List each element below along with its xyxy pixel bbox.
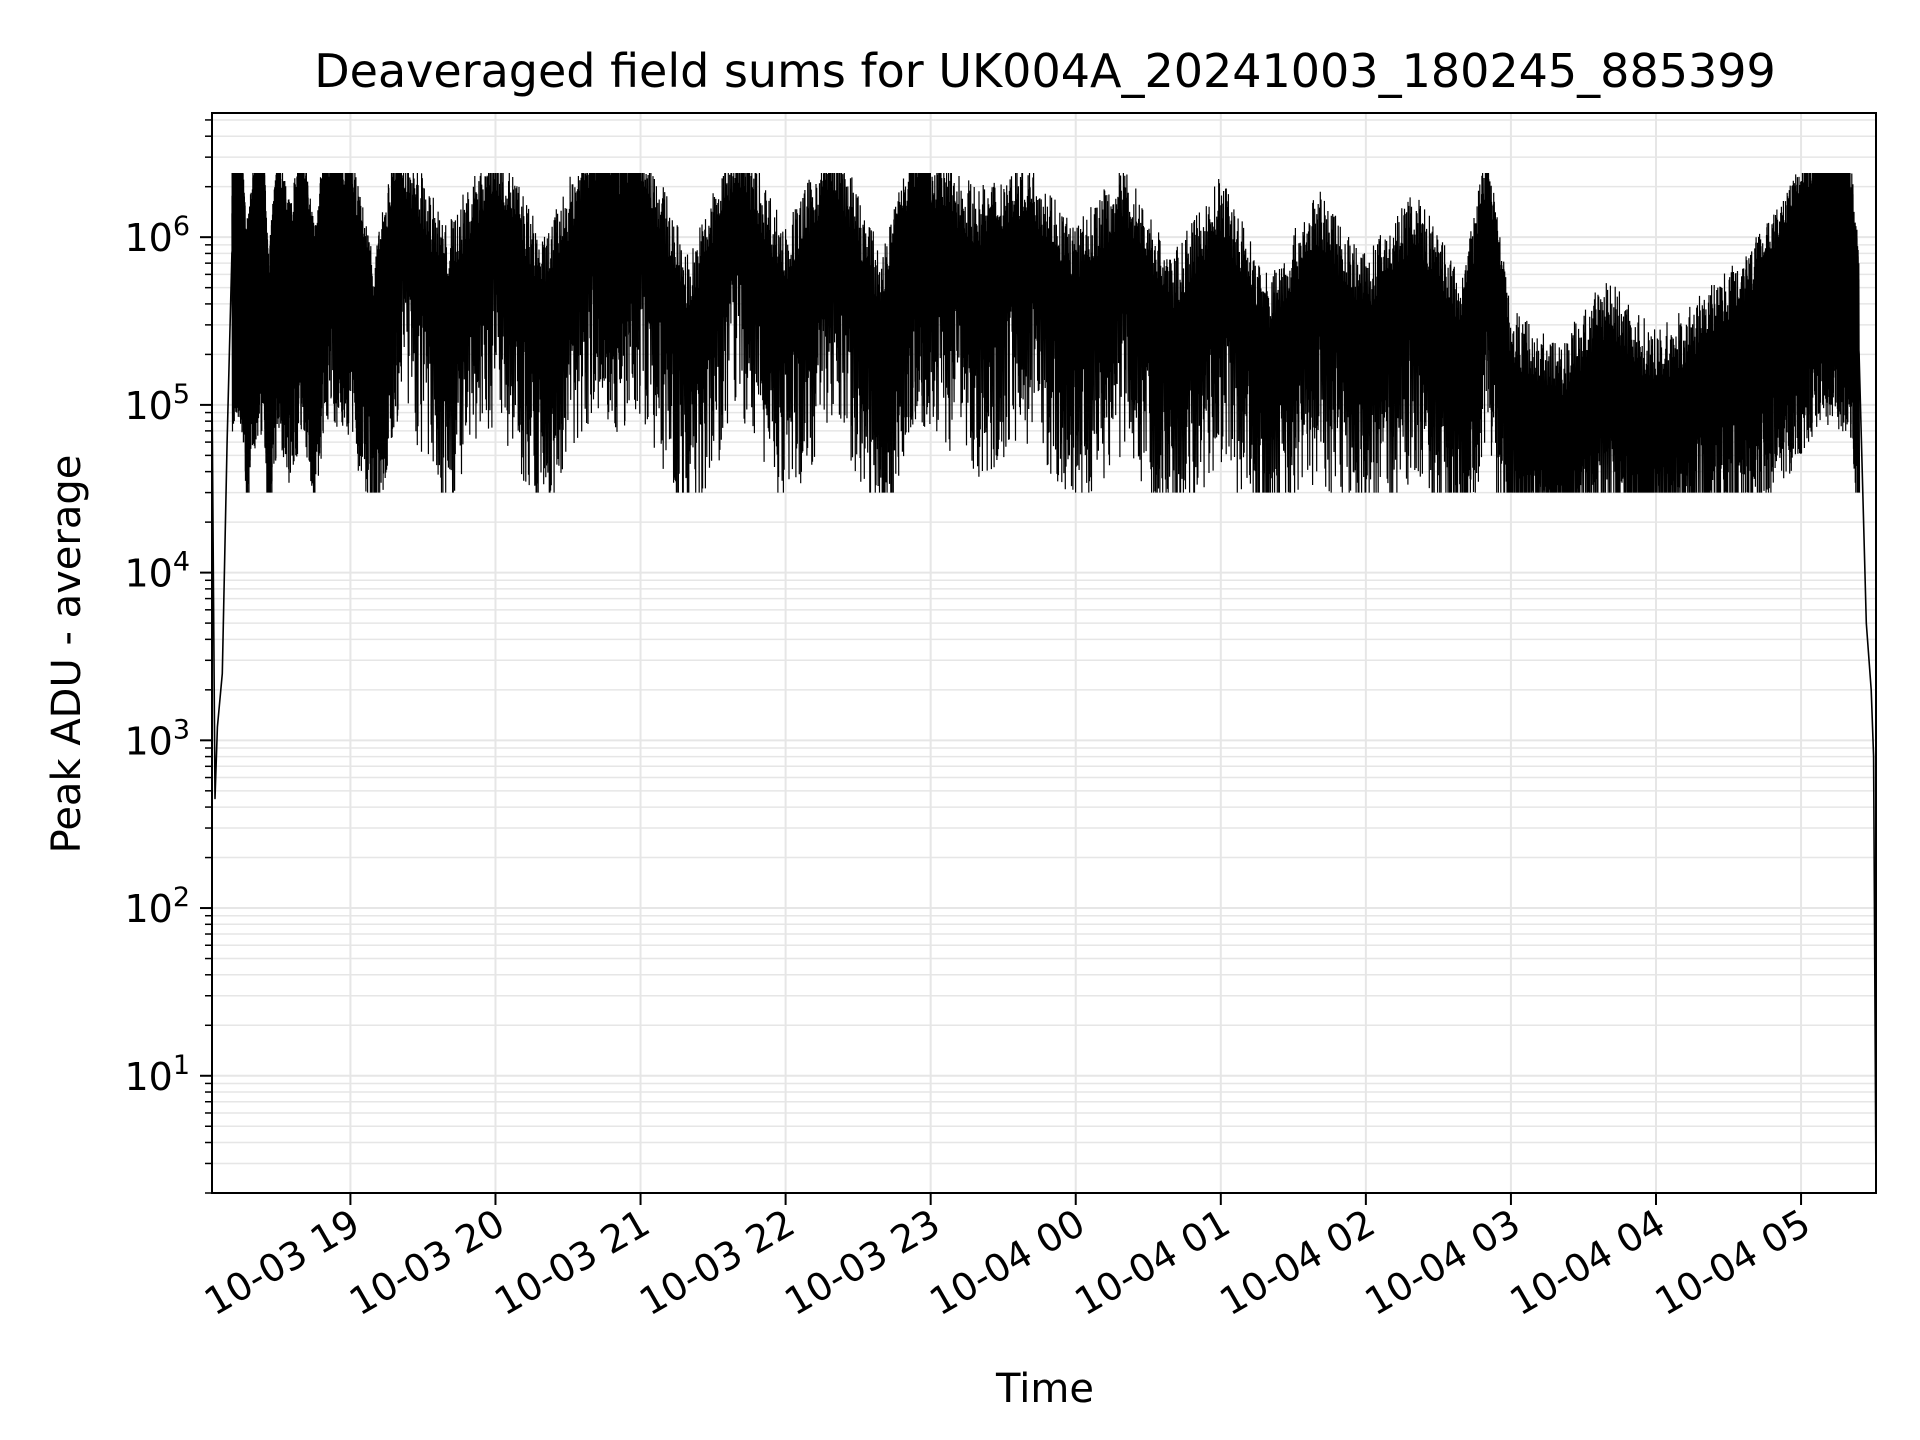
y-tick-label: 104 bbox=[124, 547, 190, 596]
y-axis-label: Peak ADU - average bbox=[44, 455, 90, 854]
data-series-line bbox=[211, 223, 1877, 1194]
y-tick-label: 101 bbox=[124, 1050, 190, 1099]
y-tick-label: 103 bbox=[124, 714, 190, 763]
y-tick-label: 102 bbox=[124, 882, 190, 931]
y-axis-ticks: 101 102 103 104 105 106 bbox=[124, 119, 212, 1194]
y-tick-label: 106 bbox=[124, 211, 190, 260]
chart-title: Deaveraged field sums for UK004A_2024100… bbox=[314, 44, 1776, 98]
plot-frame bbox=[211, 112, 1877, 1194]
x-axis-label: Time bbox=[995, 1366, 1094, 1412]
y-tick-label: 105 bbox=[124, 379, 190, 428]
